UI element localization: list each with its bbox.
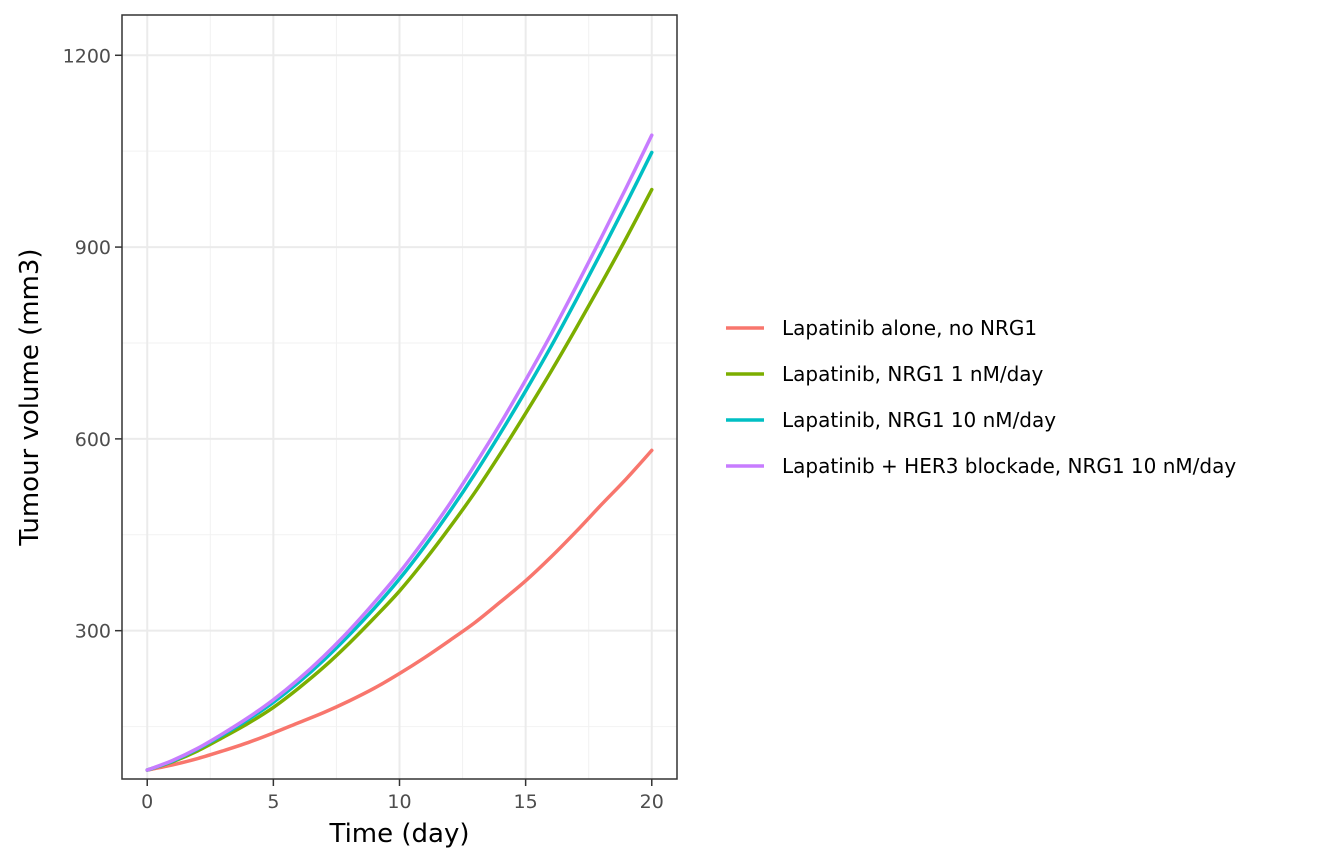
y-tick-label: 600 xyxy=(75,429,111,451)
series-line-2 xyxy=(145,187,654,772)
axes: 0 5 10 15 20 300 600 900 1200 xyxy=(63,45,664,813)
series-line-4 xyxy=(145,133,654,772)
y-tick-label: 1200 xyxy=(63,45,111,67)
x-tick-label: 5 xyxy=(267,791,279,813)
legend: Lapatinib alone, no NRG1 Lapatinib, NRG1 … xyxy=(726,316,1236,478)
y-axis-title: Tumour volume (mm3) xyxy=(15,248,45,546)
y-tick-label: 900 xyxy=(75,237,111,259)
legend-label-2: Lapatinib, NRG1 1 nM/day xyxy=(782,362,1044,386)
grid-lines xyxy=(122,15,677,779)
legend-label-3: Lapatinib, NRG1 10 nM/day xyxy=(782,408,1056,432)
x-axis-title: Time (day) xyxy=(328,819,469,849)
x-tick-label: 15 xyxy=(514,791,538,813)
x-tick-label: 10 xyxy=(387,791,411,813)
x-tick-label: 0 xyxy=(141,791,153,813)
y-tick-label: 300 xyxy=(75,621,111,643)
series-lines xyxy=(145,133,654,772)
series-line-1 xyxy=(145,448,654,772)
x-tick-label: 20 xyxy=(640,791,664,813)
legend-label-1: Lapatinib alone, no NRG1 xyxy=(782,316,1037,340)
legend-label-4: Lapatinib + HER3 blockade, NRG1 10 nM/da… xyxy=(782,454,1236,478)
